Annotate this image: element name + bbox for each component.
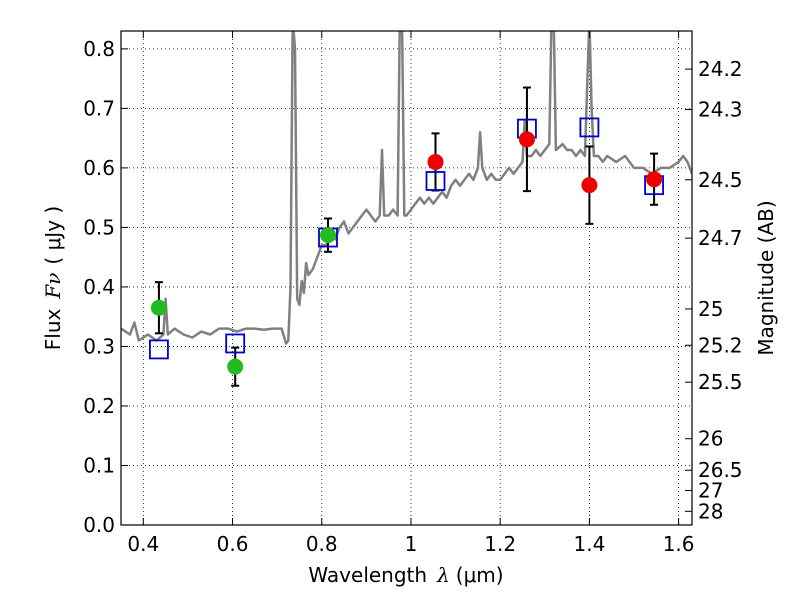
- x-tick-label: 1.4: [573, 532, 605, 556]
- x-tick-label: 1: [405, 532, 418, 556]
- observed-point-marker: [227, 358, 244, 375]
- observed-point-marker: [646, 171, 663, 188]
- observed-point-marker: [319, 227, 336, 244]
- y-tick-label: 0.1: [83, 453, 115, 477]
- y-tick-label: 0.0: [83, 513, 115, 537]
- right-tick-label: 25: [698, 297, 723, 321]
- y-axis-label: FluxFν( μJy ): [41, 206, 65, 350]
- observed-point-marker: [581, 177, 598, 194]
- right-tick-label: 24.7: [698, 226, 743, 250]
- model-spectrum: [121, 31, 692, 345]
- right-tick-label: 26: [698, 427, 723, 451]
- right-tick-label: 24.5: [698, 168, 743, 192]
- right-tick-label: 28: [698, 499, 723, 523]
- y-tick-label: 0.6: [83, 156, 115, 180]
- x-tick-label: 0.8: [306, 532, 338, 556]
- markers: [149, 117, 664, 375]
- x-tick-label: 1.6: [663, 532, 695, 556]
- y-tick-label: 0.8: [83, 37, 115, 61]
- right-tick-label: 24.2: [698, 57, 743, 81]
- right-tick-label: 24.3: [698, 98, 743, 122]
- y-tick-label: 0.2: [83, 394, 115, 418]
- plot-frame: [120, 30, 693, 526]
- ticks: [121, 31, 692, 526]
- y-tick-label: 0.3: [83, 334, 115, 358]
- x-tick-label: 0.4: [127, 532, 159, 556]
- right-tick-label: 27: [698, 478, 723, 502]
- observed-point-marker: [427, 153, 444, 170]
- observed-point-marker: [150, 299, 167, 316]
- right-axis-label: Magnitude (AB): [754, 200, 778, 355]
- model-square-marker: [225, 333, 246, 354]
- model-square-marker: [149, 339, 169, 360]
- model-square-marker: [579, 117, 600, 138]
- plot-area: [121, 31, 692, 525]
- model-square-marker: [425, 171, 446, 191]
- y-tick-label: 0.7: [83, 96, 115, 120]
- right-tick-label: 25.5: [698, 370, 743, 394]
- observed-point-marker: [518, 131, 535, 148]
- y-tick-label: 0.5: [83, 215, 115, 239]
- right-tick-label: 25.2: [698, 333, 743, 357]
- x-tick-label: 0.6: [217, 532, 249, 556]
- x-tick-label: 1.2: [484, 532, 516, 556]
- right-tick-label: 26.5: [698, 458, 743, 482]
- spectrum-line: [121, 31, 692, 345]
- tick-labels: 0.4 0.6 0.8 1 1.2 1.4 1.6 0.0 0.1 0.2 0.3 0.4 0.5 0.6…: [83, 37, 742, 556]
- x-axis-label: Wavelength λ (μm): [308, 563, 503, 587]
- y-tick-label: 0.4: [83, 275, 115, 299]
